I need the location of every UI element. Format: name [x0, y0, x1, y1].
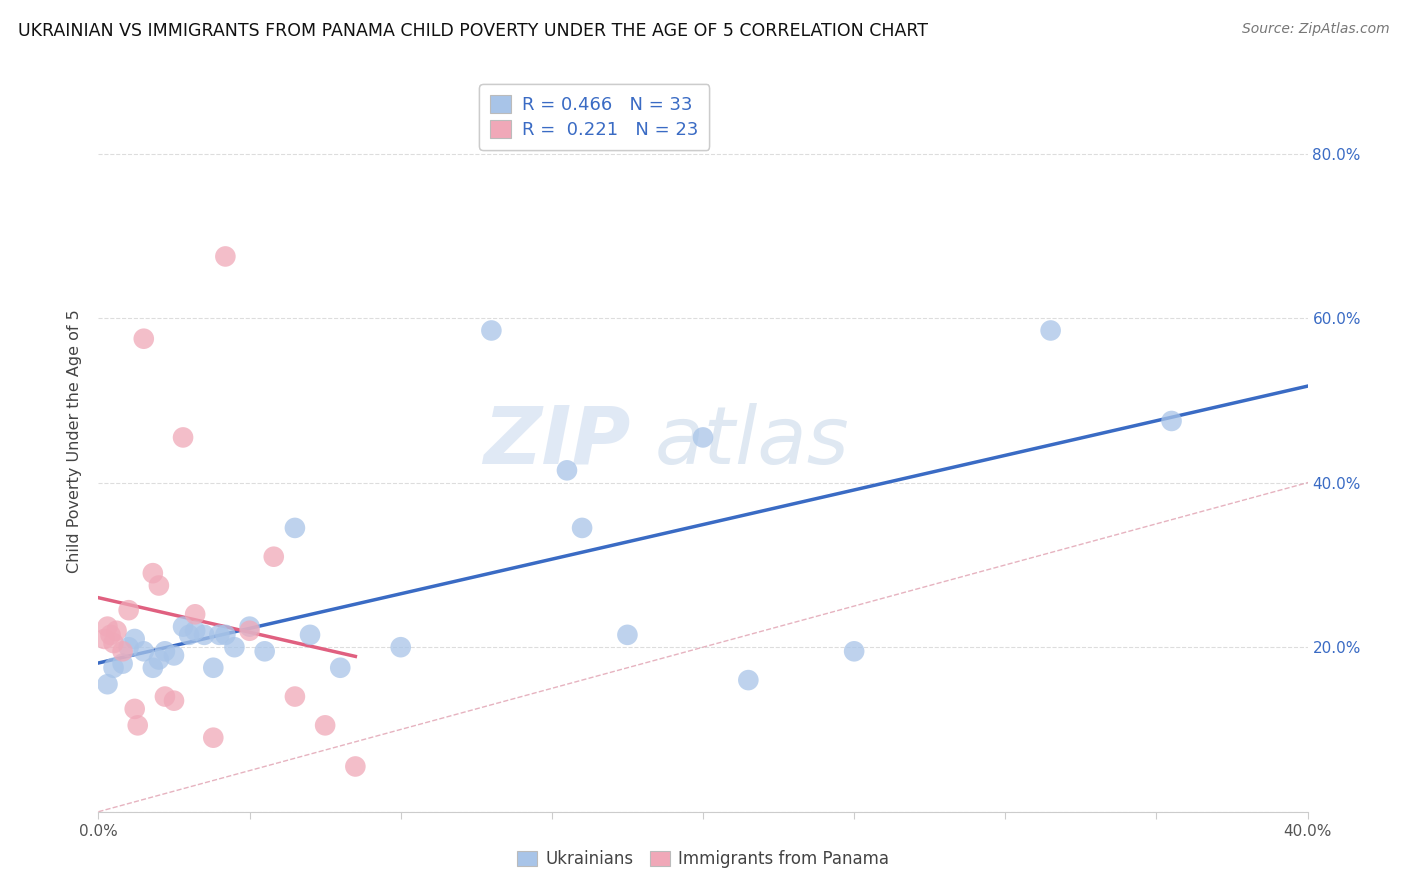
Point: [111, 644, 134, 658]
Point: [153, 644, 176, 658]
Point: [202, 731, 225, 745]
Text: Source: ZipAtlas.com: Source: ZipAtlas.com: [1241, 22, 1389, 37]
Point: [184, 607, 207, 622]
Point: [344, 759, 367, 773]
Legend: R = 0.466   N = 33, R =  0.221   N = 23: R = 0.466 N = 33, R = 0.221 N = 23: [479, 84, 710, 150]
Point: [132, 332, 155, 346]
Point: [253, 644, 276, 658]
Point: [389, 640, 412, 655]
Point: [193, 628, 215, 642]
Point: [263, 549, 285, 564]
Point: [224, 640, 246, 655]
Point: [616, 628, 638, 642]
Point: [153, 690, 176, 704]
Point: [111, 657, 134, 671]
Point: [103, 661, 125, 675]
Y-axis label: Child Poverty Under the Age of 5: Child Poverty Under the Age of 5: [67, 310, 83, 574]
Point: [118, 640, 141, 655]
Text: ZIP: ZIP: [484, 402, 630, 481]
Point: [1039, 324, 1062, 338]
Point: [172, 430, 194, 444]
Point: [214, 628, 236, 642]
Point: [103, 636, 125, 650]
Point: [163, 694, 186, 708]
Point: [105, 624, 128, 638]
Point: [555, 463, 578, 477]
Point: [148, 578, 170, 592]
Point: [329, 661, 352, 675]
Point: [142, 661, 165, 675]
Point: [127, 718, 149, 732]
Point: [142, 566, 165, 581]
Point: [314, 718, 336, 732]
Point: [118, 603, 141, 617]
Point: [202, 661, 225, 675]
Point: [1160, 414, 1182, 428]
Point: [172, 619, 194, 633]
Point: [284, 690, 307, 704]
Point: [239, 624, 262, 638]
Point: [571, 521, 593, 535]
Point: [239, 619, 262, 633]
Point: [214, 249, 236, 264]
Point: [179, 628, 201, 642]
Point: [148, 652, 170, 666]
Point: [844, 644, 866, 658]
Legend: Ukrainians, Immigrants from Panama: Ukrainians, Immigrants from Panama: [510, 844, 896, 875]
Point: [132, 644, 155, 658]
Point: [93, 632, 115, 646]
Point: [124, 702, 146, 716]
Point: [284, 521, 307, 535]
Point: [208, 628, 231, 642]
Point: [299, 628, 322, 642]
Point: [692, 430, 714, 444]
Point: [100, 628, 122, 642]
Point: [737, 673, 759, 687]
Point: [481, 324, 503, 338]
Point: [124, 632, 146, 646]
Text: atlas: atlas: [655, 402, 849, 481]
Point: [96, 677, 118, 691]
Text: UKRAINIAN VS IMMIGRANTS FROM PANAMA CHILD POVERTY UNDER THE AGE OF 5 CORRELATION: UKRAINIAN VS IMMIGRANTS FROM PANAMA CHIL…: [18, 22, 928, 40]
Point: [184, 624, 207, 638]
Point: [163, 648, 186, 663]
Point: [96, 619, 118, 633]
